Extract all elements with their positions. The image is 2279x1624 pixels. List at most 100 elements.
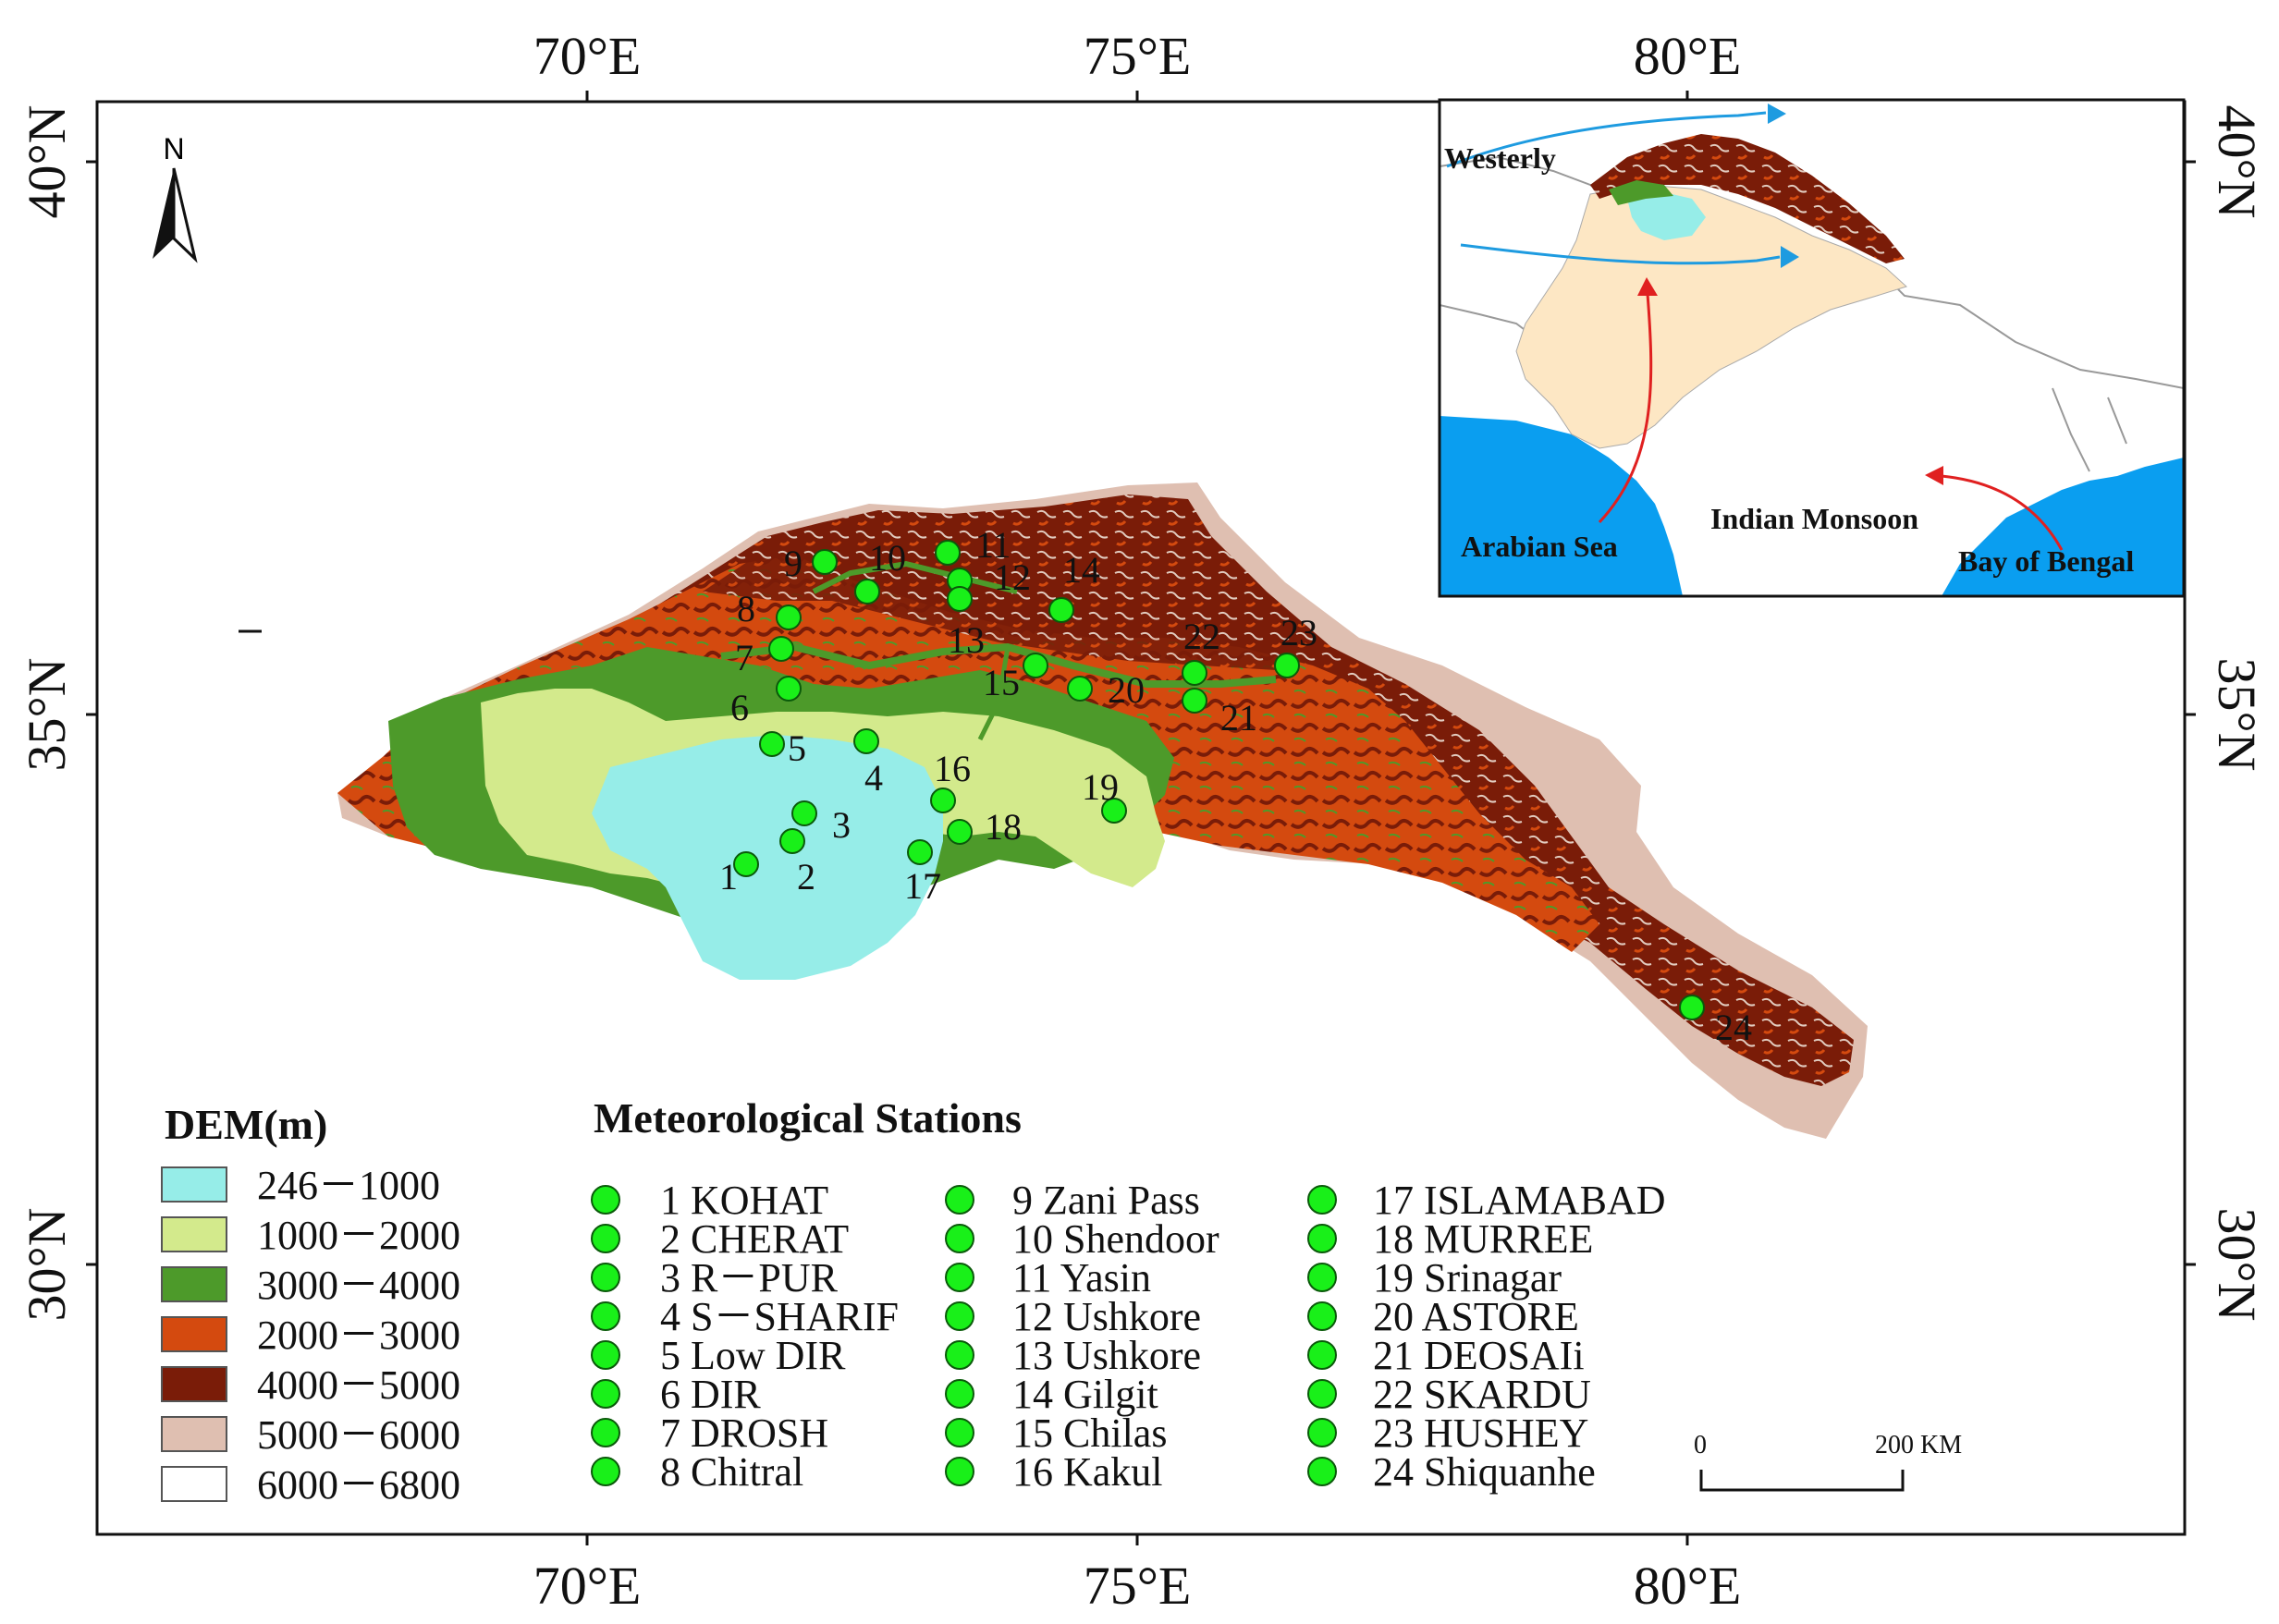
dem-swatch-7: [161, 1466, 227, 1502]
legend-dot: [1307, 1340, 1337, 1370]
station-11: [935, 540, 961, 566]
station-entry: 21 DEOSAIi: [1373, 1333, 1585, 1378]
station-entry: 20 ASTORE: [1373, 1294, 1579, 1339]
station-entry: 8 Chitral: [660, 1449, 803, 1495]
inset-arabian-sea-label: Arabian Sea: [1461, 530, 1618, 563]
legend-dot: [945, 1457, 974, 1486]
station-24: [1679, 995, 1705, 1020]
dem-swatch-1: [161, 1166, 227, 1203]
legend-dot: [591, 1263, 620, 1292]
legend-dot: [1307, 1301, 1337, 1331]
legend-dot: [1307, 1457, 1337, 1486]
station-22: [1182, 660, 1207, 686]
stations-legend-title: Meteorological Stations: [594, 1094, 1022, 1142]
station-num-23: 23: [1280, 612, 1317, 653]
basin-elevation-map: [337, 482, 1868, 1139]
inset-land-region: [1515, 184, 1907, 449]
station-16: [930, 788, 956, 813]
station-entry: 6 DIR: [660, 1372, 761, 1417]
station-num-7: 7: [735, 637, 754, 678]
station-20: [1067, 676, 1093, 702]
right-tick-35n: 35°N: [2207, 657, 2267, 771]
station-10: [854, 579, 880, 604]
dem-swatch-5: [161, 1366, 227, 1402]
bottom-tick-80e: 80°E: [1634, 1556, 1742, 1616]
station-entry: 14 Gilgit: [1012, 1372, 1158, 1417]
station-num-15: 15: [983, 662, 1020, 703]
legend-dot: [591, 1224, 620, 1253]
north-arrow: N: [153, 132, 198, 263]
legend-dot: [945, 1185, 974, 1215]
left-tick-30n: 30°N: [17, 1207, 77, 1321]
station-num-12: 12: [994, 556, 1031, 598]
station-num-4: 4: [864, 757, 883, 799]
inset-green-patch: [1609, 180, 1673, 205]
station-entry: 23 HUSHEY: [1373, 1410, 1588, 1456]
inset-westerly-label: Westerly: [1444, 141, 1556, 175]
legend-dot: [591, 1185, 620, 1215]
river-line-south: [977, 646, 1011, 741]
legend-dot: [1307, 1263, 1337, 1292]
station-num-8: 8: [737, 588, 755, 629]
station-entry: 18 MURREE: [1373, 1216, 1593, 1262]
station-entry: 1 KOHAT: [660, 1178, 828, 1223]
dem-swatch-3: [161, 1266, 227, 1302]
station-entry: 4 S－SHARIF: [660, 1294, 899, 1339]
station-4: [853, 728, 879, 754]
inset-lowland-cyan: [1627, 192, 1706, 240]
station-5: [759, 731, 785, 757]
legend-dot: [591, 1418, 620, 1447]
legend-dot: [945, 1301, 974, 1331]
station-entry: 15 Chilas: [1012, 1410, 1167, 1456]
station-entry: 19 Srinagar: [1373, 1255, 1562, 1300]
station-num-19: 19: [1082, 766, 1119, 808]
top-tick-75e: 75°E: [1084, 26, 1192, 86]
station-entry: 5 Low DIR: [660, 1333, 846, 1378]
dem-swatch-4: [161, 1316, 227, 1352]
dem-swatch-6: [161, 1416, 227, 1452]
legend-dot: [1307, 1224, 1337, 1253]
dem-swatch-2: [161, 1216, 227, 1252]
river-line-north: [812, 560, 1018, 594]
dem-label-5: 4000－5000: [257, 1362, 460, 1408]
bottom-tick-70e: 70°E: [533, 1556, 642, 1616]
legend-dot: [945, 1379, 974, 1409]
inset-bengal-label: Bay of Bengal: [1958, 544, 2134, 578]
top-tick-70e: 70°E: [533, 26, 642, 86]
legend-dot: [945, 1418, 974, 1447]
dem-legend: DEM(m) 246－1000 1000－2000 3000－4000 2000…: [161, 1101, 460, 1508]
station-num-9: 9: [784, 543, 803, 584]
station-num-5: 5: [788, 727, 806, 769]
dem-label-2: 1000－2000: [257, 1213, 460, 1258]
stations-legend-col-3: 17 ISLAMABAD 18 MURREE 19 Srinagar 20 AS…: [1307, 1178, 1666, 1495]
station-num-11: 11: [975, 524, 1011, 566]
westerly-arrowhead-upper: [1768, 104, 1786, 124]
dem-layer-246-1000: [592, 735, 943, 980]
dem-label-7: 6000－6800: [257, 1462, 460, 1508]
legend-dot: [591, 1379, 620, 1409]
left-tick-35n: 35°N: [17, 657, 77, 771]
monsoon-arrow-arabian: [1598, 293, 1653, 524]
inset-mountain-band: [1590, 134, 1905, 263]
station-entry: 16 Kakul: [1012, 1449, 1163, 1495]
station-8: [776, 604, 802, 630]
station-17: [907, 839, 933, 865]
legend-dot: [1307, 1418, 1337, 1447]
scale-end-label: 200 KM: [1875, 1431, 1962, 1459]
station-19: [1101, 798, 1127, 824]
right-tick-30n: 30°N: [2207, 1207, 2267, 1321]
station-7: [768, 636, 794, 662]
station-2: [779, 828, 805, 854]
station-entry: 17 ISLAMABAD: [1373, 1178, 1666, 1223]
stations-legend: Meteorological Stations 1 KOHAT 2 CHERAT…: [591, 1094, 1666, 1495]
station-num-1: 1: [719, 856, 738, 897]
legend-dot: [1307, 1185, 1337, 1215]
left-tick-40n: 40°N: [17, 104, 77, 218]
top-tick-80e: 80°E: [1634, 26, 1742, 86]
station-1: [733, 851, 759, 877]
legend-dot: [945, 1263, 974, 1292]
scale-start-label: 0: [1694, 1431, 1707, 1459]
legend-dot: [1307, 1379, 1337, 1409]
station-num-2: 2: [797, 856, 815, 897]
